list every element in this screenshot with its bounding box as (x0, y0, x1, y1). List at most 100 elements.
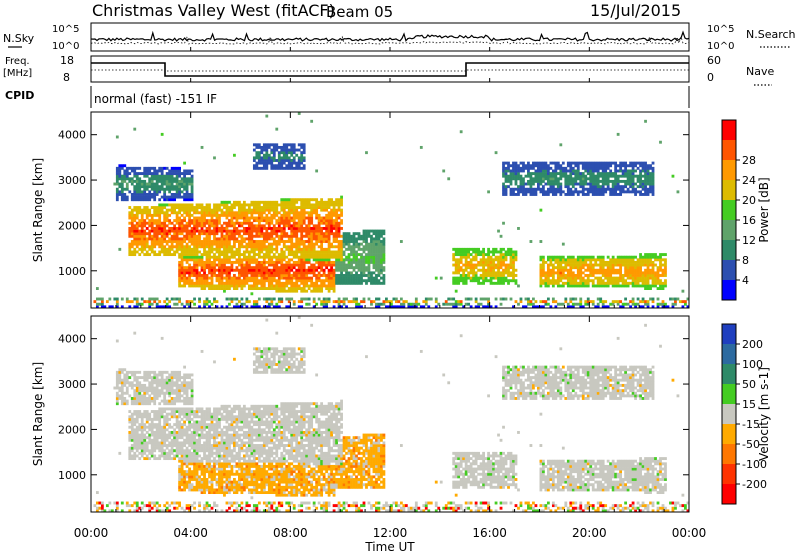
power-cell (505, 188, 508, 191)
power-cell (505, 190, 508, 193)
power-cell (353, 258, 356, 261)
power-cell (226, 277, 229, 280)
power-cell (255, 209, 258, 212)
power-cell (221, 274, 224, 277)
power-cell (156, 206, 159, 209)
power-cell (353, 277, 356, 280)
power-cell (564, 298, 567, 301)
power-cell (572, 277, 575, 280)
power-cell (564, 183, 567, 186)
power-cell (298, 300, 301, 303)
power-cell (599, 175, 602, 178)
power-cell (238, 245, 241, 248)
power-cell (340, 227, 343, 230)
power-cell (248, 264, 251, 267)
power-cell (599, 269, 602, 272)
power-cell (343, 258, 346, 261)
power-cell (191, 235, 194, 238)
power-cell (298, 230, 301, 233)
power-cell (323, 227, 326, 230)
power-cell (370, 240, 373, 243)
power-cell (206, 232, 209, 235)
power-cell (552, 277, 555, 280)
power-cell (627, 175, 630, 178)
power-cell (273, 248, 276, 251)
power-cell (308, 245, 311, 248)
power-cell (350, 279, 353, 282)
power-cell (201, 269, 204, 272)
power-cell (176, 196, 179, 199)
power-cell (293, 209, 296, 212)
power-cell (587, 177, 590, 180)
power-cell (592, 269, 595, 272)
power-cell (579, 300, 582, 303)
power-cell (265, 159, 268, 162)
power-cell (163, 196, 166, 199)
power-cell (263, 266, 266, 269)
power-cell (629, 172, 632, 175)
power-cell (597, 172, 600, 175)
power-cell (535, 164, 538, 167)
power-cell (208, 251, 211, 254)
power-cell (288, 277, 291, 280)
power-cell (490, 251, 493, 254)
power-cell (609, 193, 612, 196)
power-cell (460, 258, 463, 261)
power-cell (188, 214, 191, 217)
power-cell (547, 183, 550, 186)
power-cell (602, 279, 605, 282)
power-cell (597, 175, 600, 178)
power-cell (549, 282, 552, 285)
power-cell (193, 237, 196, 240)
power-cell (642, 256, 645, 259)
power-cell (203, 219, 206, 222)
power-cell (318, 235, 321, 238)
power-cell (293, 206, 296, 209)
power-cell (360, 300, 363, 303)
power-cell (607, 282, 610, 285)
power-cell (265, 237, 268, 240)
power-cell (343, 261, 346, 264)
power-cell (133, 224, 136, 227)
power-cell (333, 227, 336, 230)
power-cell (236, 251, 239, 254)
power-cell (442, 303, 445, 306)
power-cell (330, 209, 333, 212)
power-cell (552, 172, 555, 175)
power-cell (133, 253, 136, 256)
power-cell (181, 232, 184, 235)
power-cell (223, 227, 226, 230)
power-cell (502, 183, 505, 186)
power-cell (492, 271, 495, 274)
power-cell (216, 243, 219, 246)
power-cell (544, 175, 547, 178)
power-cell (622, 284, 625, 287)
power-cell (223, 264, 226, 267)
power-cell (338, 248, 341, 251)
power-cell (126, 300, 129, 303)
power-cell (310, 256, 313, 259)
power-cell (275, 149, 278, 152)
power-cell (343, 245, 346, 248)
power-cell (265, 300, 268, 303)
power-cell (502, 248, 505, 251)
power-cell (188, 256, 191, 259)
power-cell (236, 303, 239, 306)
power-cell (383, 279, 386, 282)
power-cell (275, 159, 278, 162)
power-cell (577, 258, 580, 261)
power-cell (589, 185, 592, 188)
power-cell (223, 245, 226, 248)
power-cell (328, 284, 331, 287)
power-cell (328, 248, 331, 251)
power-cell (554, 258, 557, 261)
power-cell (315, 253, 318, 256)
power-cell (652, 279, 655, 282)
power-cell (255, 151, 258, 154)
power-cell (452, 271, 455, 274)
power-cell (156, 211, 159, 214)
power-cell (537, 180, 540, 183)
power-cell (589, 183, 592, 186)
power-cell (208, 266, 211, 269)
power-cell (253, 253, 256, 256)
